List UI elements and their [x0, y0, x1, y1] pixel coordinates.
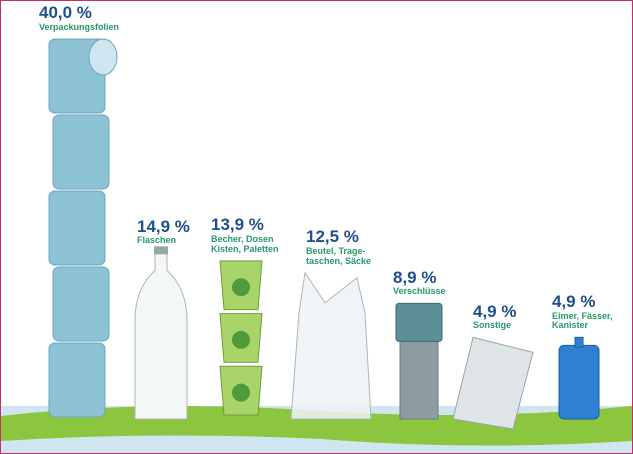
- illustration-part: [452, 336, 534, 430]
- category-label: Flaschen: [137, 235, 177, 246]
- category-label: Sonstige: [473, 320, 512, 331]
- illustration-part: [395, 302, 443, 342]
- illustration-part: [48, 342, 106, 418]
- illustration: [134, 246, 188, 420]
- illustration-part: [290, 271, 372, 420]
- value-label: 13,9 %: [211, 215, 264, 235]
- illustration: [452, 336, 534, 430]
- illustrations: [48, 38, 600, 430]
- illustration: [48, 38, 118, 418]
- illustration-part: [52, 114, 110, 190]
- category-label: Verpackungsfolien: [39, 22, 120, 33]
- illustration: [395, 302, 443, 420]
- illustration-part: [48, 190, 106, 266]
- illustration-part: [232, 330, 250, 349]
- value-label: 40,0 %: [39, 3, 92, 23]
- illustration-part: [574, 336, 584, 348]
- value-label: 4,9 %: [473, 301, 517, 321]
- illustration-part: [154, 246, 168, 255]
- value-label: 8,9 %: [393, 267, 437, 287]
- value-label: 14,9 %: [137, 216, 190, 236]
- illustration-part: [558, 344, 600, 420]
- illustration-part: [399, 340, 439, 420]
- illustration: [290, 271, 372, 420]
- value-label: 12,5 %: [306, 227, 359, 247]
- illustration-part: [52, 266, 110, 342]
- category-label: Eimer, Fässer, Kanister: [552, 310, 613, 331]
- illustration-part: [88, 38, 118, 76]
- illustration-part: [232, 383, 250, 402]
- category-label: Becher, Dosen Kisten, Paletten: [211, 234, 279, 254]
- category-label: Beutel, Trage- taschen, Säcke: [306, 245, 372, 266]
- value-label: 4,9 %: [552, 291, 596, 311]
- category-label: Verschlüsse: [393, 286, 446, 297]
- illustration-part: [134, 251, 188, 420]
- illustration-part: [232, 278, 250, 297]
- illustration: [558, 336, 600, 420]
- illustration: [219, 260, 263, 416]
